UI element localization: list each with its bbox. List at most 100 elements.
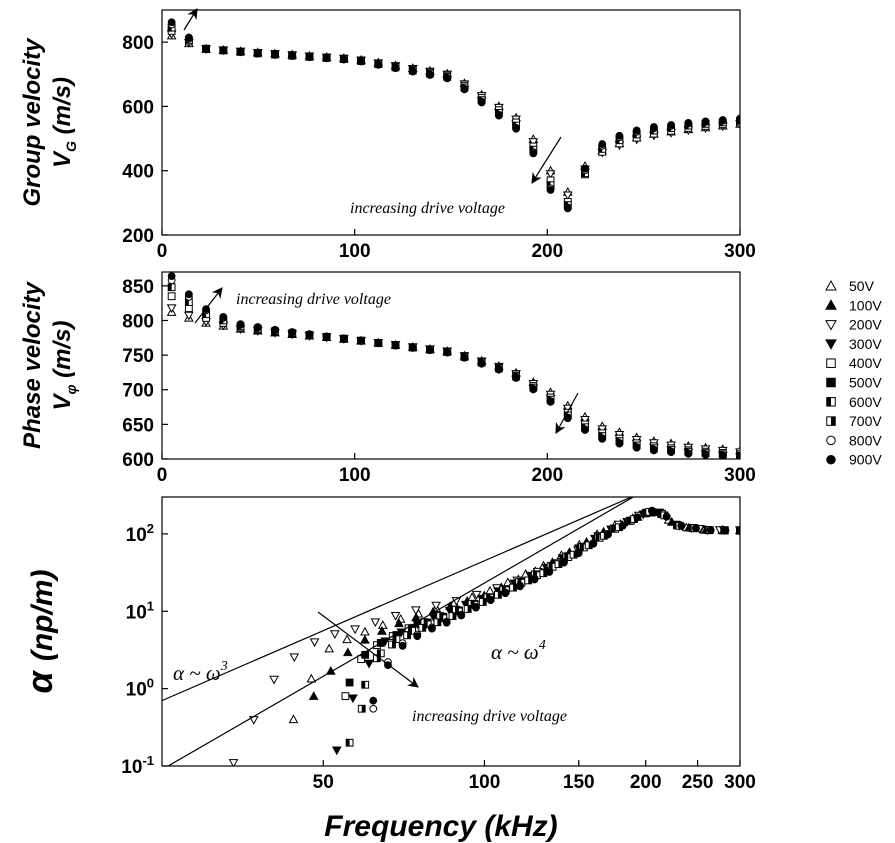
annotation-text: increasing drive voltage [350, 200, 505, 217]
data-point [530, 575, 539, 584]
data-point [632, 126, 641, 135]
data-point [288, 714, 299, 724]
data-point [408, 626, 416, 635]
data-point [418, 623, 427, 632]
x-tick-label: 50 [313, 772, 334, 793]
data-point [529, 149, 538, 158]
legend-label: 900V [849, 452, 882, 468]
y-axis-label: Phase velocity [19, 280, 46, 448]
data-point [167, 18, 176, 27]
quartic-law-label: α ~ ω4 [491, 638, 546, 664]
y-tick-label: 600 [122, 97, 154, 118]
data-point [339, 334, 348, 343]
data-point [342, 634, 352, 644]
legend-marker [825, 339, 837, 350]
y-tick-label: 101 [126, 598, 154, 623]
data-point [589, 539, 598, 548]
data-point [167, 292, 176, 301]
data-point [390, 611, 401, 621]
data-point [460, 353, 469, 362]
data-point [374, 339, 383, 348]
data-point [477, 359, 486, 368]
data-point [374, 60, 383, 69]
data-point [736, 114, 740, 123]
x-tick-label: 100 [339, 241, 371, 262]
data-point [428, 624, 436, 633]
data-point [322, 54, 331, 63]
data-point [166, 304, 177, 314]
data-point [580, 415, 590, 425]
data-point [376, 649, 385, 658]
data-point [398, 641, 407, 650]
data-point [408, 343, 417, 352]
data-point [563, 204, 572, 213]
y-tick-label: 600 [122, 450, 154, 471]
legend-label: 300V [849, 336, 882, 352]
data-point [394, 618, 404, 628]
panel-1: 200 400 600 800 0 100 200 300 Group velocity VG (… [19, 8, 756, 262]
data-point [618, 522, 627, 530]
data-point [322, 332, 331, 341]
plot-frame [161, 271, 741, 460]
data-point [388, 640, 396, 649]
data-point [236, 48, 245, 56]
data-point [529, 385, 538, 394]
data-point [361, 680, 370, 689]
data-point [306, 673, 317, 683]
data-point [305, 53, 314, 62]
y-tick-label: 750 [122, 346, 154, 367]
x-tick-label: 200 [531, 465, 563, 486]
data-point [357, 336, 365, 345]
data-point [364, 659, 374, 669]
legend-marker [826, 397, 836, 407]
data-point [516, 582, 524, 591]
data-point [581, 426, 589, 434]
data-point [443, 348, 452, 357]
cubic-law-label: α ~ ω3 [173, 659, 228, 685]
legend-marker [826, 377, 836, 388]
data-point [184, 33, 193, 42]
data-point [167, 272, 176, 281]
legend-label: 50V [849, 278, 875, 294]
data-point [546, 186, 555, 194]
x-tick-label: 250 [682, 772, 714, 793]
data-point [460, 85, 469, 94]
annotation-arrow [194, 287, 223, 324]
y-axis-label: Group velocity [19, 37, 46, 207]
data-point [357, 57, 365, 66]
data-point [426, 346, 434, 355]
x-tick-label: 150 [563, 772, 595, 793]
data-point [509, 583, 517, 592]
data-point [692, 524, 700, 533]
data-point [615, 439, 624, 448]
data-point [677, 521, 686, 530]
data-point [701, 451, 710, 459]
annotation-arrow [531, 136, 562, 184]
y-tick-label: 800 [122, 311, 154, 332]
series-group [166, 18, 740, 213]
data-point [348, 694, 358, 704]
data-point [411, 606, 421, 616]
data-point [308, 691, 319, 700]
data-point [442, 618, 451, 627]
data-point [219, 312, 228, 321]
data-point [512, 374, 520, 382]
data-point [341, 692, 350, 701]
data-point [391, 64, 400, 73]
data-point [562, 191, 573, 201]
data-point [684, 449, 693, 458]
data-point [305, 330, 314, 339]
data-point [236, 320, 245, 329]
data-point [545, 568, 554, 576]
annotation-text: increasing drive voltage [412, 708, 567, 725]
data-point [477, 98, 486, 107]
y-tick-label: 400 [122, 162, 154, 183]
y-tick-label: 102 [126, 521, 154, 546]
y-tick-label: 850 [122, 277, 154, 298]
panel-2: 600 650 700 750 800 850 0 100 200 300 Phase veloci… [19, 271, 756, 486]
data-point [324, 643, 335, 653]
data-point [598, 434, 607, 443]
legend-label: 400V [849, 355, 882, 371]
data-point [426, 71, 434, 79]
legend-label: 600V [849, 394, 882, 410]
